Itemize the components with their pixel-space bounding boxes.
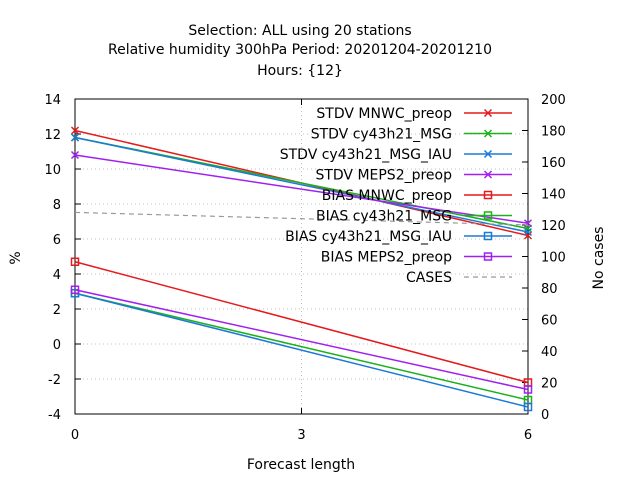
legend-marker	[483, 129, 493, 138]
marker-stroke	[483, 170, 493, 179]
legend-label: STDV cy43h21_MSG_IAU	[280, 147, 452, 163]
legend-marker	[483, 231, 493, 241]
title-line-1: Selection: ALL using 20 stations	[188, 23, 411, 39]
legend-label: BIAS cy43h21_MSG	[316, 209, 452, 225]
y2-tick-label: 140	[541, 188, 566, 203]
y2-tick-label: 200	[541, 93, 566, 108]
y2-tick-label: 120	[541, 219, 566, 234]
marker-stroke	[523, 227, 533, 237]
y2-tick-label: 80	[541, 282, 558, 297]
y2-tick-label: 0	[541, 408, 549, 423]
series-line-8	[74, 211, 529, 226]
y-axis-label: %	[8, 251, 24, 264]
y-tick-label: 12	[44, 128, 61, 143]
series-line-7	[74, 289, 529, 391]
title-line-3: Hours: {12}	[257, 63, 343, 79]
series-point-2	[70, 133, 80, 142]
series-line-5	[74, 292, 529, 401]
legend-marker	[483, 211, 493, 220]
y-tick-label: -2	[48, 373, 61, 388]
y-tick-label: 8	[53, 198, 61, 213]
series-line-2	[74, 136, 529, 233]
series-line-6	[74, 292, 529, 408]
y-tick-label: 0	[53, 338, 61, 353]
y2-axis-label: No cases	[591, 227, 607, 290]
legend-marker	[483, 108, 493, 118]
marker-stroke	[483, 149, 493, 159]
legend-label: BIAS MEPS2_preop	[321, 250, 452, 266]
series-line-3	[74, 154, 529, 224]
legend-label: BIAS MNWC_preop	[322, 188, 452, 204]
series-point-0	[70, 126, 80, 135]
y-tick-label: 14	[44, 93, 61, 108]
series-point-2	[523, 227, 533, 237]
x-axis-label: Forecast length	[247, 457, 355, 473]
x-tick-label: 3	[297, 428, 305, 443]
legend-label: STDV cy43h21_MSG	[311, 127, 452, 143]
y2-tick-label: 100	[541, 251, 566, 266]
y-tick-label: 2	[53, 303, 61, 318]
chart-title: Selection: ALL using 20 stations Relativ…	[108, 23, 492, 79]
y-tick-label: 4	[53, 268, 61, 283]
series-point-3	[70, 150, 80, 160]
series-point-4	[70, 257, 80, 266]
y2-tick-label: 60	[541, 314, 558, 329]
x-tick-label: 0	[71, 428, 79, 443]
y-tick-label: 6	[53, 233, 61, 248]
series-point-6	[523, 402, 533, 412]
series-point-0	[523, 231, 533, 240]
series-point-3	[523, 219, 533, 228]
series-lines	[70, 126, 533, 412]
legend-label: CASES	[406, 270, 452, 286]
series-line-4	[74, 261, 529, 384]
y2-tick-label: 160	[541, 156, 566, 171]
y2-tick-label: 40	[541, 345, 558, 360]
legend-marker	[483, 252, 493, 261]
legend-marker	[483, 149, 493, 159]
marker-stroke	[70, 150, 80, 160]
marker-stroke	[523, 231, 533, 240]
marker-stroke	[483, 129, 493, 138]
series-point-7	[70, 285, 80, 294]
legend-marker	[483, 170, 493, 179]
legend-marker	[483, 190, 493, 200]
axis-ticks: -4-2024681012140204060801001201401601802…	[44, 93, 565, 443]
grid	[75, 99, 528, 414]
y-tick-label: 10	[44, 163, 61, 178]
y-tick-label: -4	[48, 408, 61, 423]
marker-stroke	[70, 133, 80, 142]
y2-tick-label: 180	[541, 125, 566, 140]
x-tick-label: 6	[524, 428, 532, 443]
marker-stroke	[523, 219, 533, 228]
legend-label: STDV MNWC_preop	[316, 106, 452, 122]
legend: STDV MNWC_preop STDV cy43h21_MSG STDV cy43…	[280, 106, 512, 286]
marker-stroke	[483, 108, 493, 118]
legend-label: BIAS cy43h21_MSG_IAU	[285, 229, 452, 245]
legend-label: STDV MEPS2_preop	[315, 168, 452, 184]
title-line-2: Relative humidity 300hPa Period: 2020120…	[108, 42, 492, 58]
y2-tick-label: 20	[541, 377, 558, 392]
series-point-7	[523, 385, 533, 394]
marker-stroke	[70, 126, 80, 135]
